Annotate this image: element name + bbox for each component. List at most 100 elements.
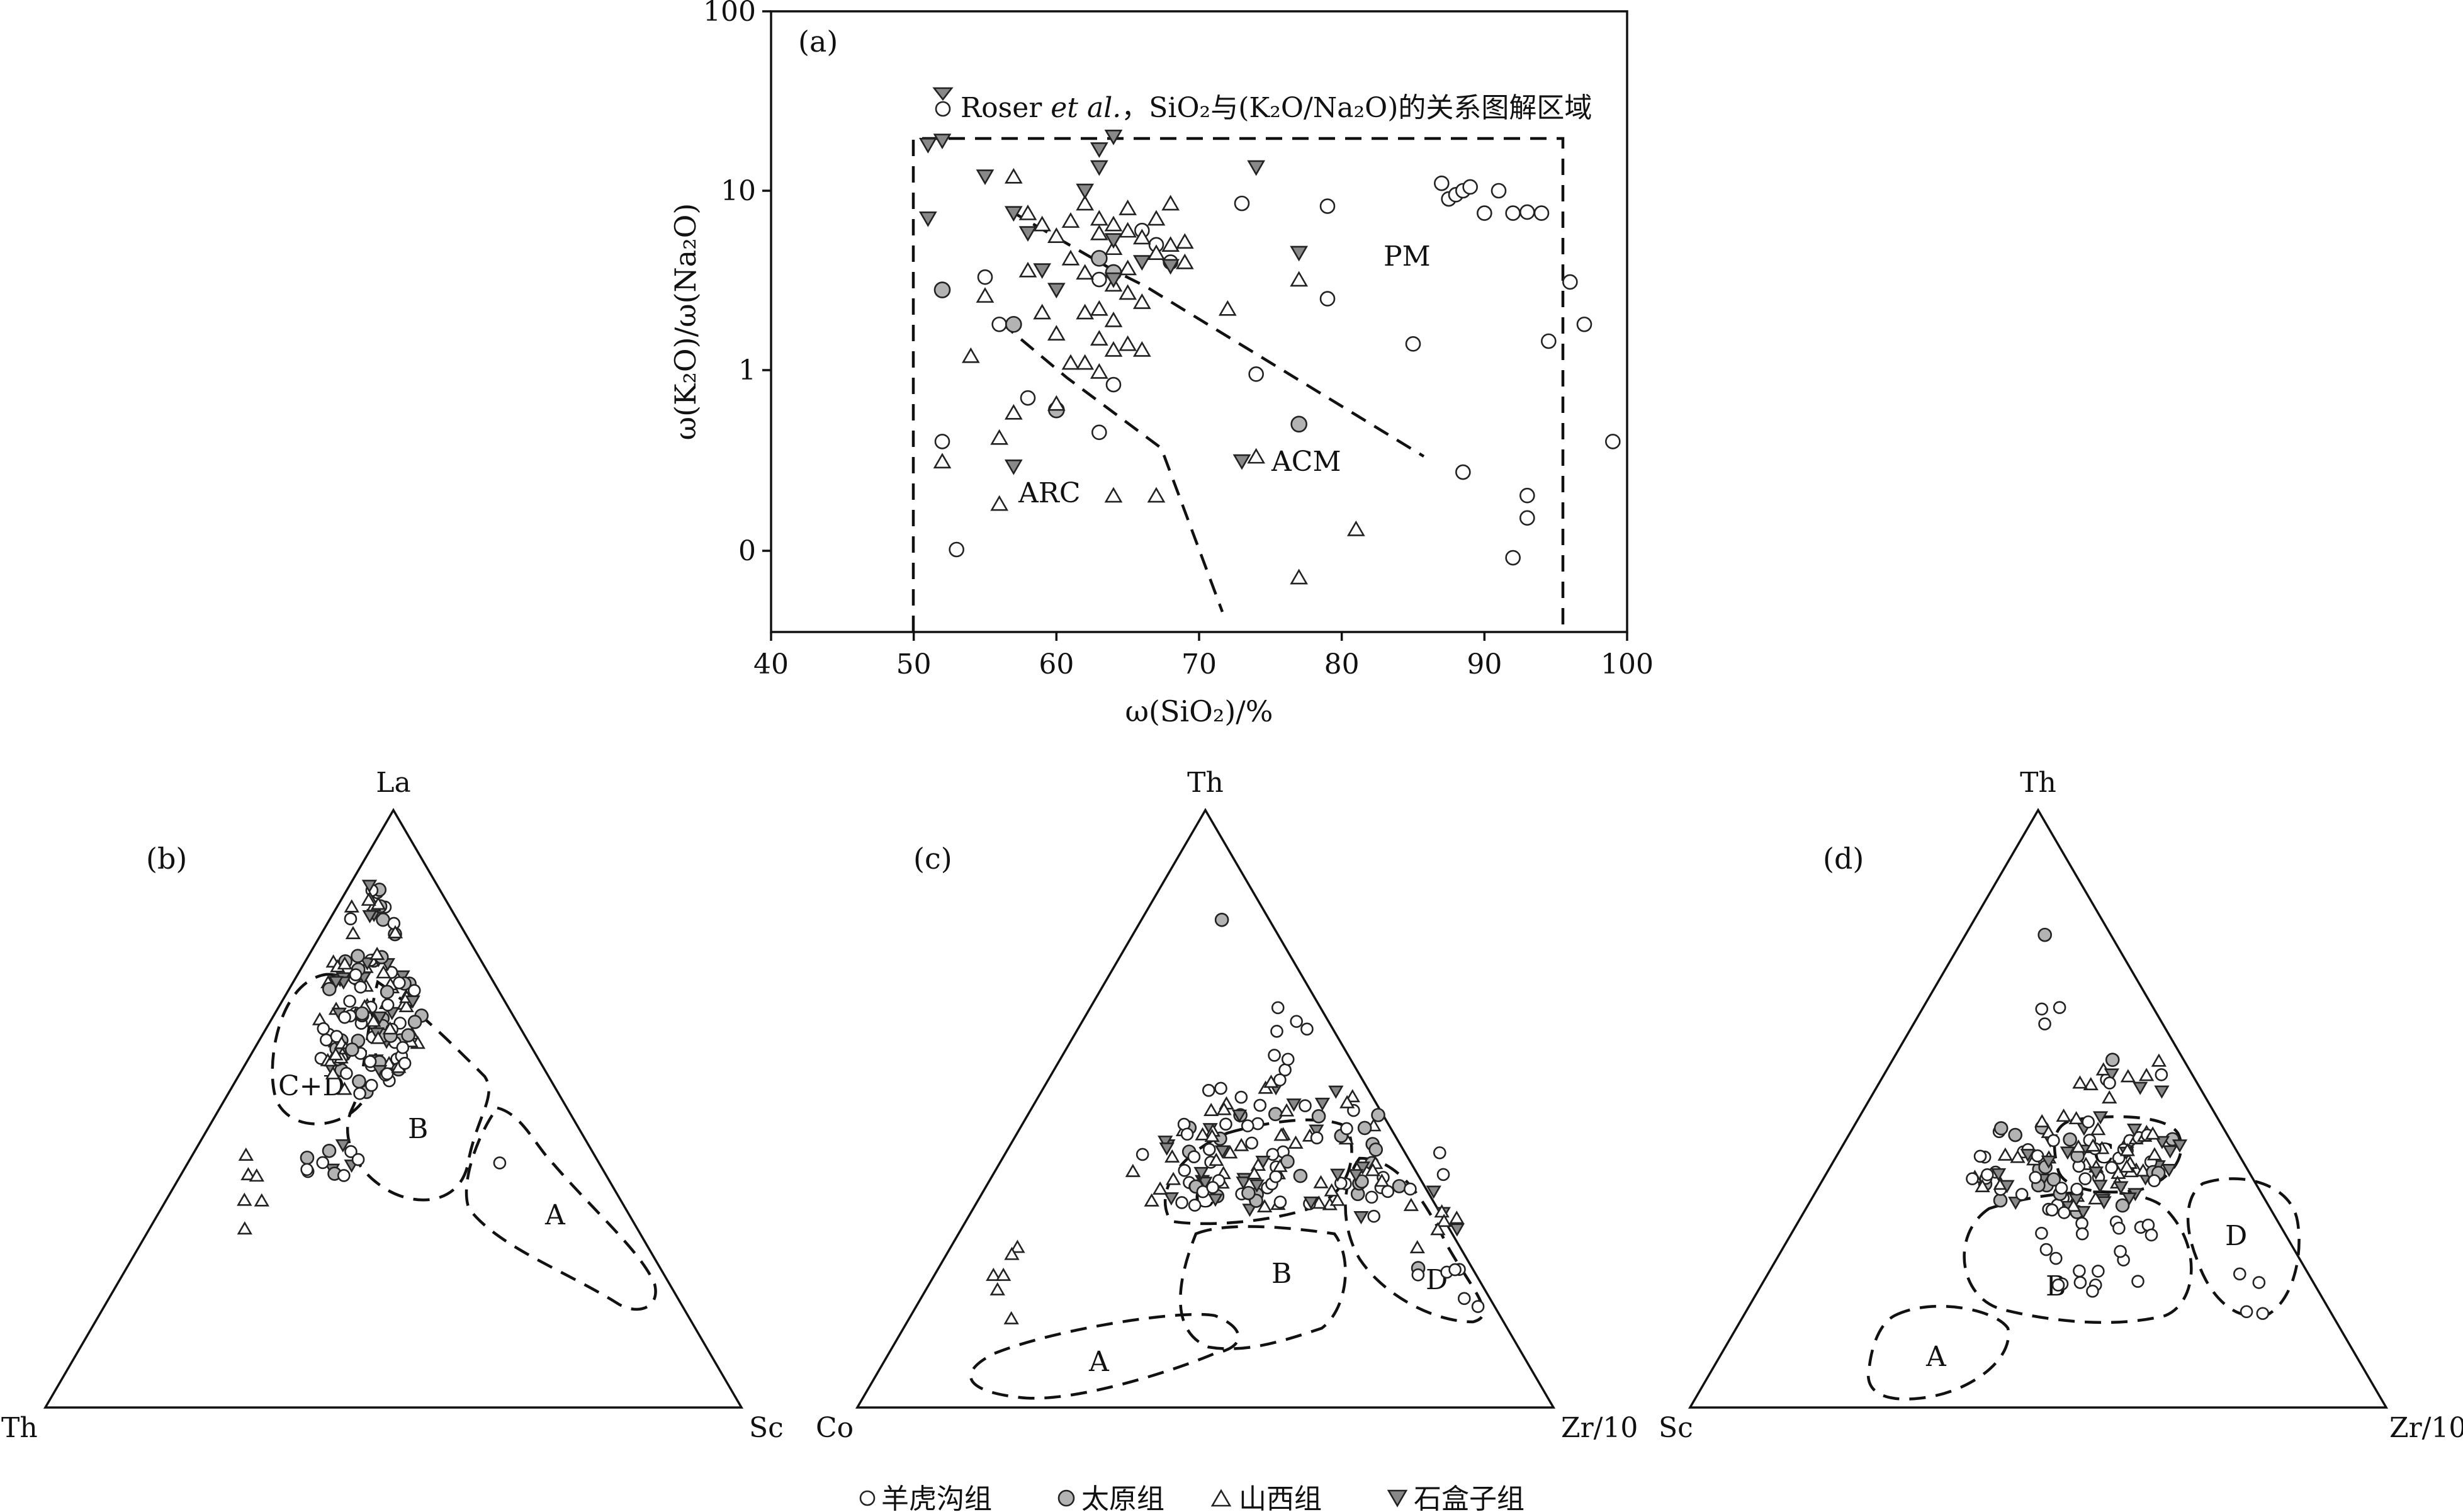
- data-point-triangle-down: [1255, 1156, 1271, 1170]
- data-point-triangle-up: [1344, 1089, 1360, 1103]
- data-point-triangle-up: [1061, 249, 1080, 266]
- panel-c-field-b: B: [1271, 1258, 1292, 1290]
- y-tick-label: 1: [738, 354, 756, 386]
- data-point-triangle-down: [933, 133, 952, 150]
- data-point-triangle-up: [1018, 261, 1037, 278]
- data-point-triangle-up: [1436, 1214, 1452, 1227]
- x-tick-label: 100: [1601, 648, 1654, 680]
- x-tick-label: 50: [896, 648, 932, 680]
- data-point-triangle-down: [361, 879, 378, 893]
- data-point-circle-open: [1405, 336, 1421, 352]
- data-point-triangle-down: [2113, 1181, 2129, 1195]
- data-point-circle-open: [1966, 1172, 1979, 1185]
- data-point-circle-open: [1281, 1052, 1295, 1066]
- panel-c-field-a: A: [1088, 1346, 1110, 1378]
- data-point-circle-open: [2054, 1182, 2068, 1195]
- data-point-circle-open: [2114, 1244, 2127, 1258]
- data-point-triangle-up: [995, 1267, 1012, 1281]
- panel-c-vertex-right: Zr/10: [1561, 1412, 1638, 1444]
- legend-label-0: 羊虎沟组: [881, 1483, 992, 1512]
- data-point-circle-open: [1462, 179, 1478, 195]
- panel-b-points: [237, 879, 507, 1235]
- note-triangle-down-marker: [932, 87, 954, 101]
- data-point-circle-open: [2092, 1265, 2105, 1278]
- data-point-triangle-up: [1147, 210, 1166, 226]
- data-point-triangle-up: [1047, 227, 1066, 243]
- data-point-circle-open: [2082, 1115, 2095, 1129]
- data-point-circle-open: [1269, 1170, 1283, 1183]
- panel-c-field-b-boundary: [1179, 1225, 1347, 1350]
- data-point-circle-open: [353, 1086, 366, 1100]
- data-point-circle-open: [1270, 1025, 1283, 1038]
- data-point-triangle-down: [2161, 1164, 2177, 1178]
- data-point-circle-filled: [351, 949, 365, 964]
- data-point-triangle-up: [249, 1168, 264, 1182]
- data-point-circle-open: [1091, 424, 1107, 441]
- data-point-triangle-down: [1090, 160, 1108, 176]
- data-point-triangle-down: [1104, 130, 1123, 145]
- data-point-triangle-down: [2121, 1192, 2137, 1206]
- data-point-triangle-up: [1339, 1095, 1355, 1109]
- data-point-triangle-up: [369, 946, 385, 960]
- data-point-circle-open: [2073, 1264, 2086, 1278]
- data-point-circle-open: [1178, 1164, 1192, 1177]
- data-point-circle-open: [1214, 1081, 1227, 1095]
- data-point-triangle-down: [1449, 1223, 1465, 1237]
- data-point-triangle-down: [1990, 1168, 2007, 1182]
- data-point-triangle-up: [2102, 1090, 2117, 1103]
- panel-c-vertex-left: Co: [816, 1412, 854, 1444]
- data-point-triangle-down: [976, 169, 995, 186]
- data-point-circle-open: [2053, 1001, 2066, 1014]
- panel-c-field-d-boundary: [1344, 1156, 1485, 1324]
- data-point-circle-open: [2233, 1267, 2246, 1281]
- data-point-circle-filled: [1368, 1142, 1384, 1157]
- panel-d-field-d: D: [2225, 1220, 2247, 1252]
- data-point-circle-open: [1319, 198, 1336, 214]
- panel-c: (c) Th Co Zr/10 A B C D: [816, 767, 1638, 1444]
- data-point-circle-filled: [401, 1028, 415, 1043]
- data-point-triangle-down: [2020, 1149, 2036, 1163]
- data-point-circle-open: [1136, 1148, 1149, 1161]
- data-point-triangle-up: [1272, 1158, 1288, 1172]
- data-point-triangle-up: [1119, 335, 1137, 351]
- panel-d: (d) Th Sc Zr/10 A B C D: [1659, 767, 2463, 1444]
- data-point-triangle-down: [1033, 263, 1052, 279]
- data-point-circle-filled: [2037, 927, 2052, 942]
- panel-d-vertex-right: Zr/10: [2389, 1412, 2463, 1444]
- panel-d-field-a: A: [1925, 1341, 1947, 1373]
- data-point-triangle-up: [1076, 303, 1095, 320]
- data-point-triangle-up: [382, 1021, 398, 1035]
- panel-b-field-a: A: [544, 1199, 566, 1231]
- panel-d-points: [1966, 927, 2270, 1320]
- data-point-circle-open: [1340, 1122, 1353, 1136]
- data-point-triangle-up: [1204, 1129, 1220, 1142]
- data-point-circle-open: [934, 434, 950, 449]
- data-point-circle-open: [1519, 204, 1535, 220]
- data-point-circle-open: [1202, 1083, 1215, 1097]
- data-point-circle-open: [2256, 1307, 2270, 1320]
- data-point-triangle-up: [1004, 403, 1023, 420]
- data-point-triangle-up: [1076, 354, 1095, 370]
- data-point-circle-open: [1433, 1146, 1446, 1159]
- data-point-triangle-down: [1158, 1136, 1173, 1149]
- data-point-triangle-up: [361, 892, 376, 906]
- data-point-circle-open: [2029, 1171, 2043, 1184]
- data-point-triangle-up: [387, 925, 403, 939]
- data-point-circle-open: [354, 980, 368, 994]
- legend-label-3: 石盒子组: [1414, 1483, 1525, 1512]
- data-point-circle-open: [344, 1145, 358, 1158]
- data-point-circle-open: [338, 1010, 351, 1024]
- data-point-circle-open: [1457, 1292, 1471, 1306]
- data-point-triangle-down: [2041, 1155, 2056, 1169]
- data-point-circle-filled: [300, 1150, 315, 1165]
- data-point-triangle-up: [1104, 341, 1123, 357]
- data-point-triangle-up: [1090, 224, 1108, 240]
- data-point-circle-open: [1519, 510, 1535, 526]
- data-point-circle-filled: [2046, 1172, 2061, 1187]
- data-point-triangle-down: [1159, 1142, 1175, 1156]
- data-point-circle-open: [351, 1153, 365, 1166]
- data-point-circle-filled: [380, 984, 395, 1000]
- data-point-triangle-up: [2066, 1198, 2082, 1212]
- data-point-triangle-down: [1214, 1145, 1231, 1159]
- panel-a-field-pm: PM: [1384, 240, 1431, 273]
